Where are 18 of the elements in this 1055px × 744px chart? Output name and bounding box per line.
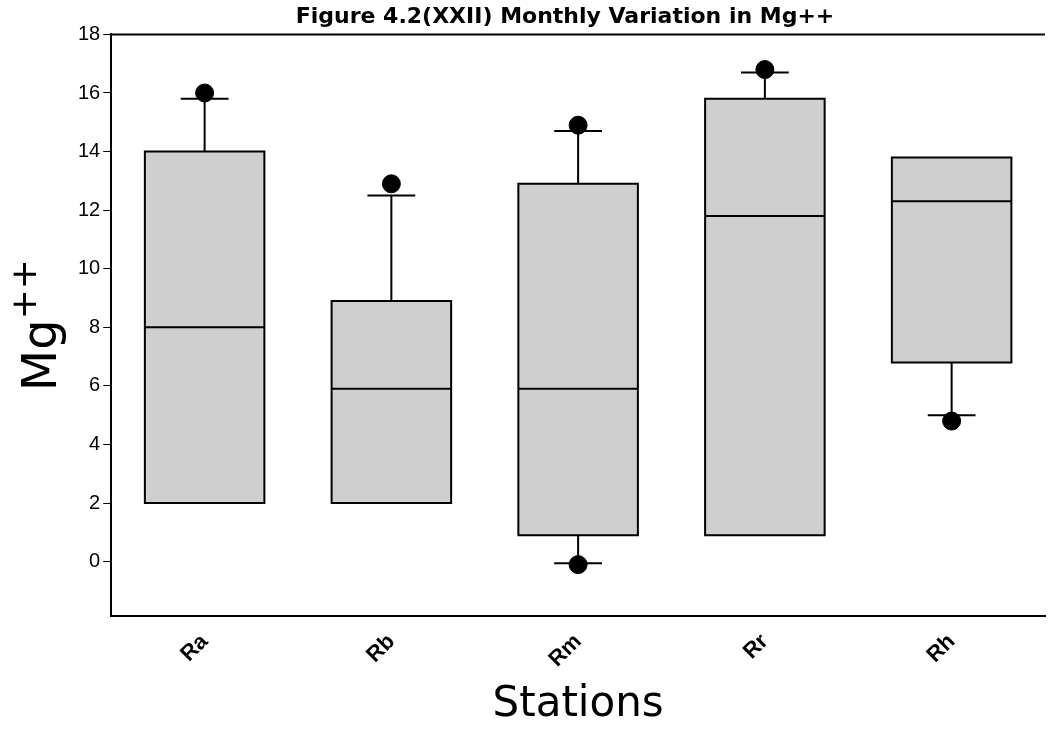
y-tick-label: 2 bbox=[89, 490, 101, 513]
y-tick-label: 12 bbox=[78, 197, 101, 220]
y-tick-label: 4 bbox=[89, 432, 101, 455]
y-axis-title: Mg++ bbox=[3, 259, 67, 392]
x-tick-label: Rb bbox=[360, 628, 400, 667]
y-tick-label: 16 bbox=[78, 80, 101, 103]
x-tick-label: Rm bbox=[543, 628, 586, 672]
y-tick-label: 14 bbox=[78, 139, 101, 162]
y-tick-label: 8 bbox=[89, 314, 101, 337]
y-tick-label: 0 bbox=[89, 549, 101, 572]
y-tick-label: 18 bbox=[78, 21, 101, 44]
y-tick-label: 6 bbox=[89, 373, 101, 396]
x-tick-label: Rr bbox=[737, 628, 773, 664]
x-tick-label: Rh bbox=[921, 628, 960, 667]
chart-title: Figure 4.2(XXII) Monthly Variation in Mg++ bbox=[295, 2, 835, 28]
x-axis-title: Stations bbox=[492, 676, 664, 726]
x-tick-label: Ra bbox=[174, 627, 213, 666]
y-tick-label: 10 bbox=[78, 256, 101, 279]
